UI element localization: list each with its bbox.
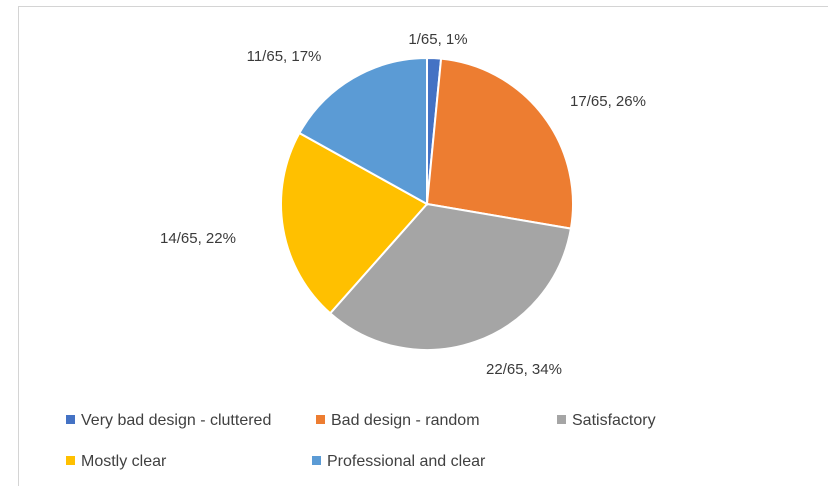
legend-swatch-bad-design-random <box>316 415 325 424</box>
chart-frame-left-border <box>18 6 19 486</box>
pie-slice-professional-and-clear <box>298 56 428 206</box>
legend-item-bad-design-random: Bad design - random <box>316 412 480 429</box>
legend-item-satisfactory: Satisfactory <box>557 412 656 429</box>
legend-label-satisfactory: Satisfactory <box>572 412 656 429</box>
legend-swatch-satisfactory <box>557 415 566 424</box>
legend-label-professional-and-clear: Professional and clear <box>327 453 486 470</box>
legend-label-very-bad-design-cluttered: Very bad design - cluttered <box>81 412 271 429</box>
legend-swatch-very-bad-design-cluttered <box>66 415 75 424</box>
legend-label-bad-design-random: Bad design - random <box>331 412 480 429</box>
data-label-bad-design-random: 17/65, 26% <box>570 93 646 110</box>
pie-slices <box>280 56 574 351</box>
chart-frame-top-border <box>18 6 828 7</box>
pie-slice-satisfactory <box>328 202 573 351</box>
chart-legend: Very bad design - cluttered Bad design - … <box>66 412 656 470</box>
legend-swatch-mostly-clear <box>66 456 75 465</box>
pie-data-labels: 1/65, 1% 17/65, 26% 22/65, 34% 14/65, 22% 11… <box>160 31 646 378</box>
pie-slice-mostly-clear <box>280 131 429 315</box>
data-label-mostly-clear: 14/65, 22% <box>160 230 236 247</box>
legend-item-very-bad-design-cluttered: Very bad design - cluttered <box>66 412 271 429</box>
data-label-very-bad-design-cluttered: 1/65, 1% <box>408 31 467 48</box>
legend-item-professional-and-clear: Professional and clear <box>312 453 486 470</box>
data-label-professional-and-clear: 11/65, 17% <box>247 48 322 65</box>
legend-label-mostly-clear: Mostly clear <box>81 453 167 470</box>
pie-slice-bad-design-random <box>425 57 574 230</box>
legend-item-mostly-clear: Mostly clear <box>66 453 167 470</box>
legend-swatch-professional-and-clear <box>312 456 321 465</box>
data-label-satisfactory: 22/65, 34% <box>486 361 562 378</box>
